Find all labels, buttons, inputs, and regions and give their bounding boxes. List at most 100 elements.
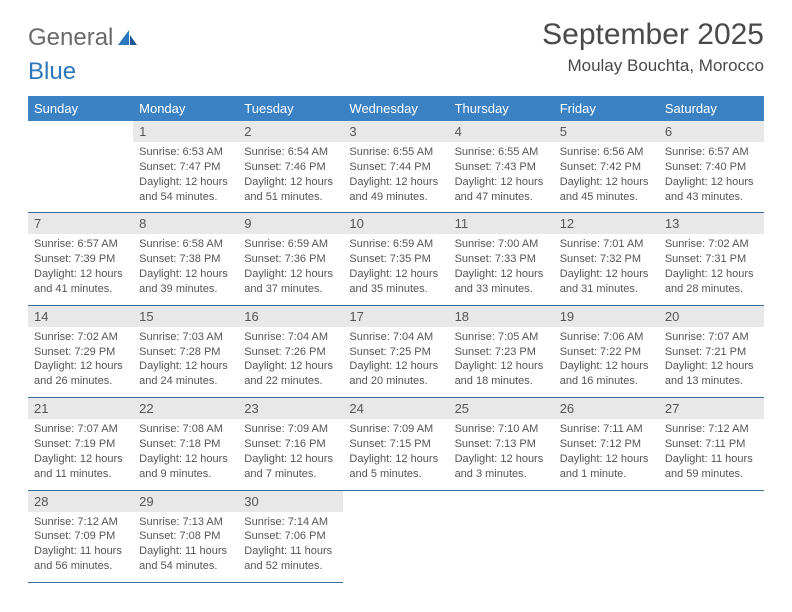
calendar-day-cell: 10Sunrise: 6:59 AMSunset: 7:35 PMDayligh… — [343, 213, 448, 305]
day-detail: Sunrise: 6:59 AMSunset: 7:36 PMDaylight:… — [238, 234, 343, 304]
sunset-text: Sunset: 7:35 PM — [349, 252, 442, 267]
sunrise-text: Sunrise: 7:09 AM — [349, 422, 442, 437]
calendar-day-cell — [659, 490, 764, 582]
calendar-day-cell: 3Sunrise: 6:55 AMSunset: 7:44 PMDaylight… — [343, 121, 448, 213]
sunset-text: Sunset: 7:18 PM — [139, 437, 232, 452]
calendar-table: Sunday Monday Tuesday Wednesday Thursday… — [28, 96, 764, 583]
sunset-text: Sunset: 7:36 PM — [244, 252, 337, 267]
daylight-text: Daylight: 11 hours and 52 minutes. — [244, 544, 337, 574]
weekday-header-row: Sunday Monday Tuesday Wednesday Thursday… — [28, 96, 764, 121]
sunrise-text: Sunrise: 7:13 AM — [139, 515, 232, 530]
day-number: 13 — [659, 213, 764, 234]
day-detail: Sunrise: 7:02 AMSunset: 7:29 PMDaylight:… — [28, 327, 133, 397]
calendar-day-cell: 30Sunrise: 7:14 AMSunset: 7:06 PMDayligh… — [238, 490, 343, 582]
day-detail: Sunrise: 7:09 AMSunset: 7:15 PMDaylight:… — [343, 419, 448, 489]
logo: General — [28, 18, 138, 52]
empty-day — [659, 491, 764, 551]
daylight-text: Daylight: 12 hours and 11 minutes. — [34, 452, 127, 482]
sunset-text: Sunset: 7:46 PM — [244, 160, 337, 175]
calendar-day-cell: 29Sunrise: 7:13 AMSunset: 7:08 PMDayligh… — [133, 490, 238, 582]
daylight-text: Daylight: 11 hours and 54 minutes. — [139, 544, 232, 574]
empty-day — [449, 491, 554, 551]
daylight-text: Daylight: 12 hours and 24 minutes. — [139, 359, 232, 389]
day-number: 7 — [28, 213, 133, 234]
day-detail: Sunrise: 7:01 AMSunset: 7:32 PMDaylight:… — [554, 234, 659, 304]
daylight-text: Daylight: 11 hours and 56 minutes. — [34, 544, 127, 574]
sunset-text: Sunset: 7:13 PM — [455, 437, 548, 452]
daylight-text: Daylight: 12 hours and 18 minutes. — [455, 359, 548, 389]
weekday-header: Monday — [133, 96, 238, 121]
daylight-text: Daylight: 11 hours and 59 minutes. — [665, 452, 758, 482]
daylight-text: Daylight: 12 hours and 41 minutes. — [34, 267, 127, 297]
day-detail: Sunrise: 6:59 AMSunset: 7:35 PMDaylight:… — [343, 234, 448, 304]
sunset-text: Sunset: 7:33 PM — [455, 252, 548, 267]
day-detail: Sunrise: 6:55 AMSunset: 7:44 PMDaylight:… — [343, 142, 448, 212]
day-detail: Sunrise: 7:07 AMSunset: 7:21 PMDaylight:… — [659, 327, 764, 397]
weekday-header: Thursday — [449, 96, 554, 121]
day-detail: Sunrise: 6:55 AMSunset: 7:43 PMDaylight:… — [449, 142, 554, 212]
daylight-text: Daylight: 12 hours and 33 minutes. — [455, 267, 548, 297]
day-number: 9 — [238, 213, 343, 234]
daylight-text: Daylight: 12 hours and 43 minutes. — [665, 175, 758, 205]
calendar-day-cell: 6Sunrise: 6:57 AMSunset: 7:40 PMDaylight… — [659, 121, 764, 213]
calendar-day-cell: 12Sunrise: 7:01 AMSunset: 7:32 PMDayligh… — [554, 213, 659, 305]
daylight-text: Daylight: 12 hours and 5 minutes. — [349, 452, 442, 482]
day-number: 28 — [28, 491, 133, 512]
sunset-text: Sunset: 7:32 PM — [560, 252, 653, 267]
day-number: 2 — [238, 121, 343, 142]
calendar-day-cell: 1Sunrise: 6:53 AMSunset: 7:47 PMDaylight… — [133, 121, 238, 213]
sunset-text: Sunset: 7:40 PM — [665, 160, 758, 175]
daylight-text: Daylight: 12 hours and 22 minutes. — [244, 359, 337, 389]
calendar-week-row: 7Sunrise: 6:57 AMSunset: 7:39 PMDaylight… — [28, 213, 764, 305]
daylight-text: Daylight: 12 hours and 20 minutes. — [349, 359, 442, 389]
daylight-text: Daylight: 12 hours and 13 minutes. — [665, 359, 758, 389]
sunrise-text: Sunrise: 6:55 AM — [349, 145, 442, 160]
day-detail: Sunrise: 7:06 AMSunset: 7:22 PMDaylight:… — [554, 327, 659, 397]
day-detail: Sunrise: 6:57 AMSunset: 7:39 PMDaylight:… — [28, 234, 133, 304]
day-detail: Sunrise: 6:53 AMSunset: 7:47 PMDaylight:… — [133, 142, 238, 212]
sunset-text: Sunset: 7:43 PM — [455, 160, 548, 175]
daylight-text: Daylight: 12 hours and 47 minutes. — [455, 175, 548, 205]
day-detail: Sunrise: 7:07 AMSunset: 7:19 PMDaylight:… — [28, 419, 133, 489]
day-detail: Sunrise: 7:05 AMSunset: 7:23 PMDaylight:… — [449, 327, 554, 397]
sunrise-text: Sunrise: 7:06 AM — [560, 330, 653, 345]
logo-sail-icon — [116, 28, 138, 48]
day-detail: Sunrise: 7:04 AMSunset: 7:26 PMDaylight:… — [238, 327, 343, 397]
day-number: 20 — [659, 306, 764, 327]
sunset-text: Sunset: 7:25 PM — [349, 345, 442, 360]
day-detail: Sunrise: 7:10 AMSunset: 7:13 PMDaylight:… — [449, 419, 554, 489]
sunrise-text: Sunrise: 7:01 AM — [560, 237, 653, 252]
day-detail: Sunrise: 7:02 AMSunset: 7:31 PMDaylight:… — [659, 234, 764, 304]
sunrise-text: Sunrise: 7:11 AM — [560, 422, 653, 437]
sunset-text: Sunset: 7:28 PM — [139, 345, 232, 360]
logo-word-general: General — [28, 24, 113, 52]
sunset-text: Sunset: 7:21 PM — [665, 345, 758, 360]
sunset-text: Sunset: 7:29 PM — [34, 345, 127, 360]
sunset-text: Sunset: 7:44 PM — [349, 160, 442, 175]
daylight-text: Daylight: 12 hours and 45 minutes. — [560, 175, 653, 205]
sunset-text: Sunset: 7:08 PM — [139, 529, 232, 544]
day-detail: Sunrise: 6:56 AMSunset: 7:42 PMDaylight:… — [554, 142, 659, 212]
calendar-day-cell — [554, 490, 659, 582]
calendar-day-cell: 8Sunrise: 6:58 AMSunset: 7:38 PMDaylight… — [133, 213, 238, 305]
sunrise-text: Sunrise: 7:12 AM — [34, 515, 127, 530]
day-detail: Sunrise: 7:08 AMSunset: 7:18 PMDaylight:… — [133, 419, 238, 489]
calendar-day-cell: 17Sunrise: 7:04 AMSunset: 7:25 PMDayligh… — [343, 305, 448, 397]
sunrise-text: Sunrise: 6:56 AM — [560, 145, 653, 160]
day-number: 1 — [133, 121, 238, 142]
sunset-text: Sunset: 7:12 PM — [560, 437, 653, 452]
day-detail: Sunrise: 6:58 AMSunset: 7:38 PMDaylight:… — [133, 234, 238, 304]
calendar-day-cell: 28Sunrise: 7:12 AMSunset: 7:09 PMDayligh… — [28, 490, 133, 582]
empty-day — [554, 491, 659, 551]
calendar-day-cell: 2Sunrise: 6:54 AMSunset: 7:46 PMDaylight… — [238, 121, 343, 213]
day-number: 16 — [238, 306, 343, 327]
day-detail: Sunrise: 7:14 AMSunset: 7:06 PMDaylight:… — [238, 512, 343, 582]
calendar-day-cell: 25Sunrise: 7:10 AMSunset: 7:13 PMDayligh… — [449, 398, 554, 490]
weekday-header: Tuesday — [238, 96, 343, 121]
sunset-text: Sunset: 7:23 PM — [455, 345, 548, 360]
sunrise-text: Sunrise: 7:03 AM — [139, 330, 232, 345]
day-number: 3 — [343, 121, 448, 142]
day-number: 23 — [238, 398, 343, 419]
sunrise-text: Sunrise: 7:04 AM — [244, 330, 337, 345]
calendar-day-cell: 16Sunrise: 7:04 AMSunset: 7:26 PMDayligh… — [238, 305, 343, 397]
